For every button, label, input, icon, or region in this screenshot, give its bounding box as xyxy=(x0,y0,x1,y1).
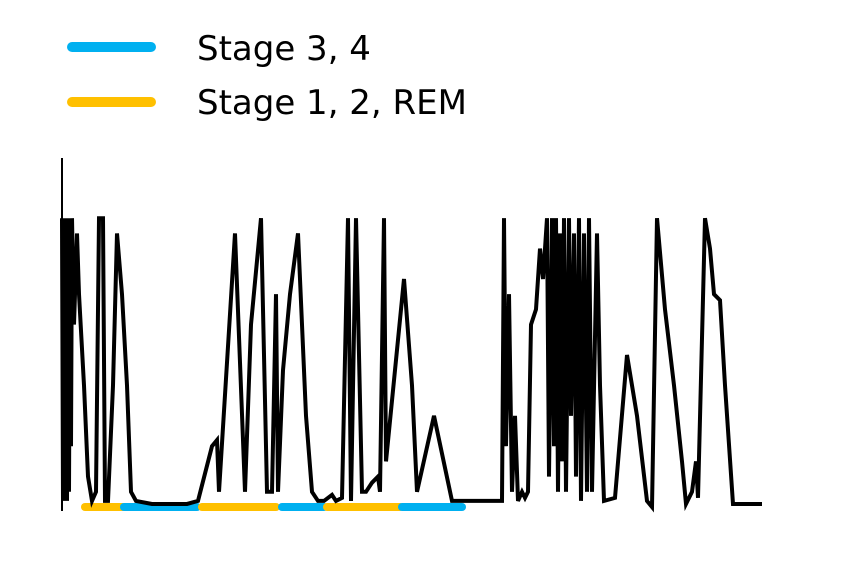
legend-label-stage-1-2-rem: Stage 1, 2, REM xyxy=(197,83,467,123)
legend: Stage 3, 4 Stage 1, 2, REM xyxy=(67,29,467,123)
legend-label-stage-3-4: Stage 3, 4 xyxy=(197,29,371,69)
sleep-signal-line xyxy=(60,216,762,513)
